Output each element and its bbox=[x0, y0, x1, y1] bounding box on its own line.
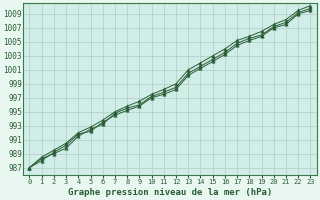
X-axis label: Graphe pression niveau de la mer (hPa): Graphe pression niveau de la mer (hPa) bbox=[68, 188, 272, 197]
